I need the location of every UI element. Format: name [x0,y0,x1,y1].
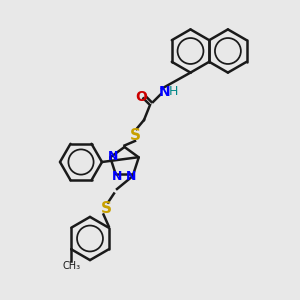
Text: N: N [126,170,136,183]
Text: O: O [136,90,148,104]
Text: S: S [130,128,140,142]
Text: S: S [101,201,112,216]
Text: CH₃: CH₃ [62,261,80,271]
Text: H: H [169,85,178,98]
Text: N: N [107,150,118,163]
Text: N: N [112,170,122,183]
Text: N: N [159,85,171,98]
